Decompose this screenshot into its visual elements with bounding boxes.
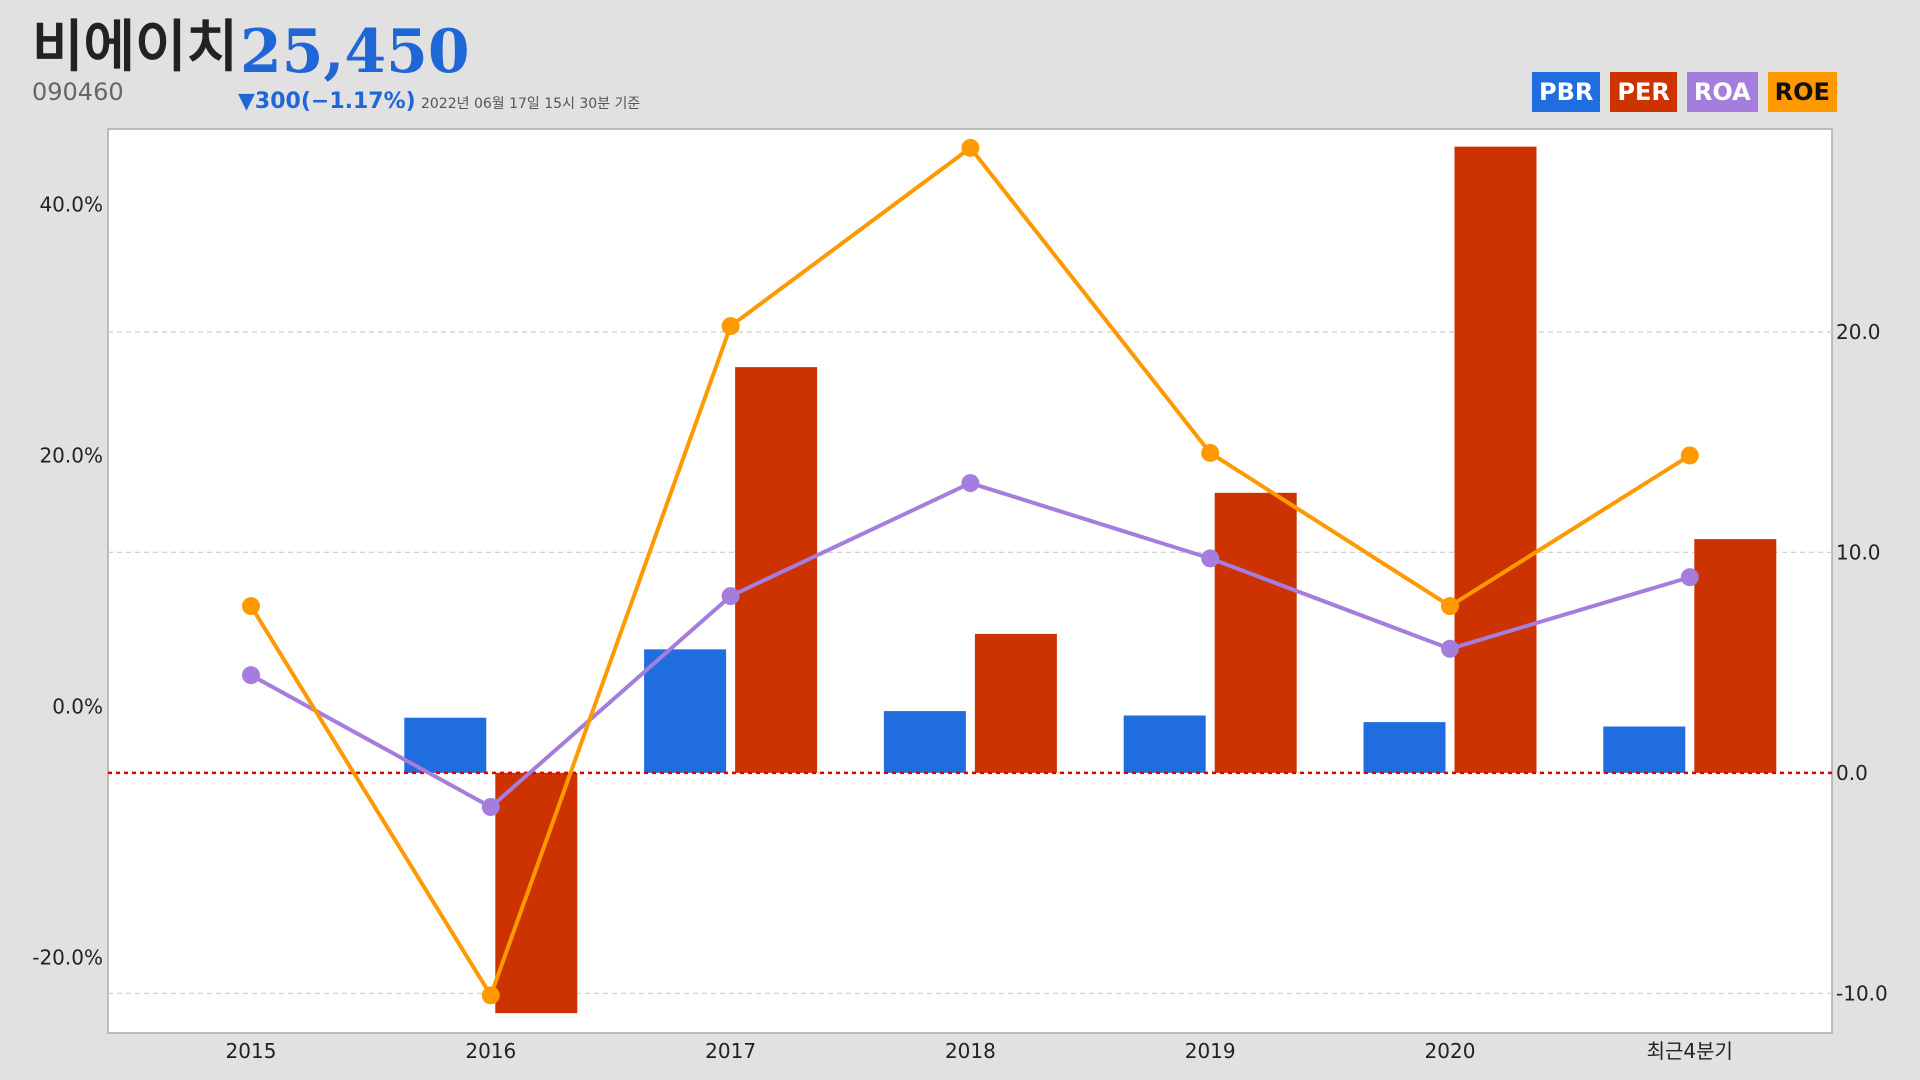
left-axis-tick: 0.0%: [52, 695, 103, 719]
x-axis-tick: 2018: [945, 1039, 996, 1063]
point-roe-1: [481, 986, 500, 1005]
point-roa-4: [1201, 549, 1220, 568]
point-roe-5: [1441, 597, 1459, 616]
x-axis-tick: 2016: [465, 1039, 516, 1063]
bar-per-4: [1214, 492, 1297, 773]
left-axis-tick: -20.0%: [32, 946, 103, 970]
point-roe-6: [1680, 446, 1699, 465]
plot-area: [107, 128, 1833, 1034]
point-roa-1: [481, 798, 500, 816]
bar-per-2: [735, 367, 818, 773]
left-axis-tick: 40.0%: [39, 192, 103, 216]
x-axis-tick: 2020: [1425, 1039, 1476, 1063]
point-roa-3: [961, 474, 980, 493]
as-of-timestamp: 2022년 06월 17일 15시 30분 기준: [421, 96, 641, 112]
x-axis-tick: 최근4분기: [1647, 1039, 1733, 1063]
bar-per-6: [1694, 539, 1777, 773]
legend-item-roa[interactable]: ROA: [1686, 72, 1758, 112]
bar-per-5: [1454, 146, 1537, 773]
company-name: 비에이치: [32, 15, 239, 80]
right-axis-tick: 0.0: [1836, 761, 1868, 785]
right-axis-tick: 20.0: [1836, 320, 1881, 344]
point-roe-0: [242, 597, 260, 616]
bar-pbr-2: [644, 649, 727, 773]
point-roe-4: [1201, 443, 1220, 462]
x-axis-tick: 2015: [226, 1039, 277, 1063]
bar-per-1: [495, 772, 578, 1014]
bar-pbr-3: [883, 711, 966, 773]
point-roa-0: [242, 666, 260, 685]
bar-pbr-4: [1123, 715, 1206, 773]
point-roa-6: [1680, 568, 1699, 587]
x-axis-tick: 2017: [705, 1039, 756, 1063]
legend-item-per[interactable]: PER: [1610, 72, 1677, 112]
point-roa-2: [721, 587, 740, 606]
right-axis-tick: 10.0: [1836, 540, 1881, 564]
bar-pbr-1: [404, 717, 487, 773]
chart-legend: PBR PER ROA ROE: [1532, 72, 1837, 112]
bar-pbr-6: [1603, 726, 1686, 773]
left-axis-tick: 20.0%: [39, 443, 103, 467]
stock-price: 25,450: [240, 17, 470, 87]
legend-item-roe[interactable]: ROE: [1767, 72, 1837, 112]
x-axis-tick: 2019: [1185, 1039, 1236, 1063]
right-axis-tick: -10.0: [1836, 981, 1888, 1005]
bar-per-3: [974, 633, 1057, 773]
point-roa-5: [1441, 639, 1459, 658]
price-change: ▼300(−1.17%): [238, 89, 416, 114]
point-roe-2: [721, 317, 740, 336]
point-roe-3: [961, 138, 980, 157]
stock-code: 090460: [32, 78, 124, 106]
bar-pbr-5: [1363, 722, 1446, 773]
legend-item-pbr[interactable]: PBR: [1532, 72, 1601, 112]
